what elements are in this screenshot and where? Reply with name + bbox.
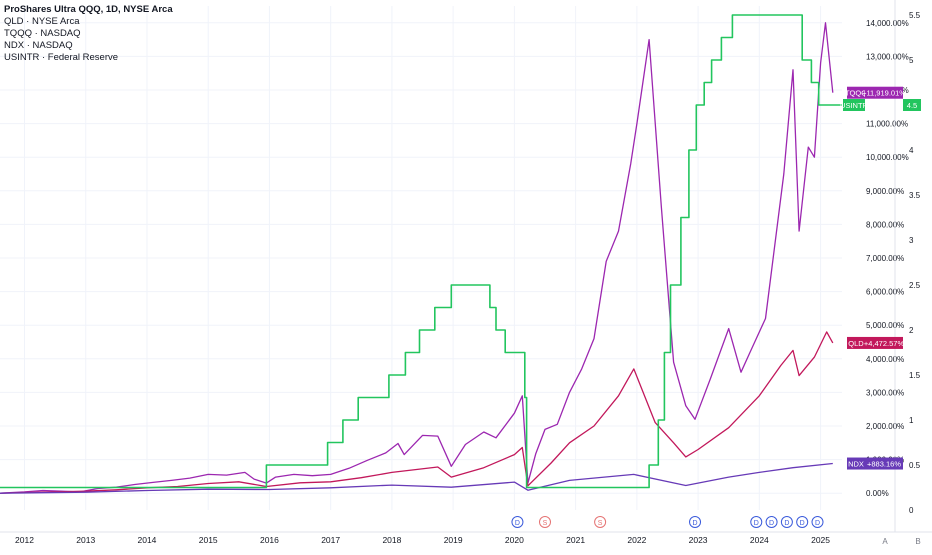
- series-name-tag: TQQQ: [845, 89, 867, 98]
- event-marker-label: D: [784, 520, 789, 527]
- event-marker-dividend: [689, 516, 702, 528]
- y-right-tick-label: 1.5: [909, 371, 921, 380]
- x-tick-label: 2023: [689, 535, 708, 545]
- legend-entry-ndx[interactable]: NDX · NASDAQ: [4, 40, 73, 51]
- x-tick-label: 2024: [750, 535, 769, 545]
- legend-entry-qld[interactable]: QLD · NYSE Arca: [4, 16, 80, 27]
- series-name-tag: QLD: [848, 339, 864, 348]
- series-line-usintr: [0, 14, 842, 489]
- x-tick-label: 2022: [627, 535, 646, 545]
- x-tick-label: 2012: [15, 535, 34, 545]
- y-left-tick-label: 11,000.00%: [866, 120, 908, 129]
- y-right-tick-label: 5.5: [909, 11, 921, 20]
- event-marker-dividend: [511, 516, 524, 528]
- event-marker-label: D: [769, 520, 774, 527]
- y-right-tick-label: 3.5: [909, 191, 921, 200]
- event-marker-label: D: [815, 520, 820, 527]
- event-marker-label: D: [754, 520, 759, 527]
- x-tick-label: 2021: [566, 535, 585, 545]
- y-right-tick-label: 0: [909, 506, 914, 515]
- event-marker-dividend: [750, 516, 763, 528]
- event-marker-split: [594, 516, 607, 528]
- event-marker-label: D: [515, 520, 520, 527]
- y-left-tick-label: 13,000.00%: [866, 52, 909, 61]
- y-right-tick-label: 5: [909, 56, 914, 65]
- legend-entry-tqqq[interactable]: TQQQ · NASDAQ: [4, 28, 81, 39]
- axis-log-button[interactable]: B: [915, 537, 920, 546]
- legend-entry-usintr[interactable]: USINTR · Federal Reserve: [4, 52, 119, 63]
- y-right-tick-label: 1: [909, 416, 914, 425]
- event-marker-label: S: [543, 520, 548, 527]
- series-line-tqqq: [0, 22, 834, 494]
- y-left-tick-label: 7,000.00%: [866, 254, 904, 263]
- y-right-tick-label: 2.5: [909, 281, 921, 290]
- x-tick-label: 2016: [260, 535, 279, 545]
- series-name-tag: NDX: [848, 460, 864, 469]
- last-value-label: 4.5: [907, 101, 917, 110]
- series-line-ndx: [0, 462, 833, 494]
- y-left-tick-label: 5,000.00%: [866, 321, 904, 330]
- last-value-tag-bg: [847, 336, 865, 349]
- event-marker-label: S: [598, 520, 603, 527]
- series-line-qld: [0, 331, 834, 494]
- x-tick-label: 2017: [321, 535, 340, 545]
- y-left-tick-label: 0.00%: [866, 489, 889, 498]
- y-left-tick-label: 6,000.00%: [866, 288, 904, 297]
- x-tick-label: 2013: [76, 535, 95, 545]
- y-left-tick-label: 10,000.00%: [866, 153, 909, 162]
- last-value-label: +883.16%: [867, 460, 901, 469]
- last-value-tag-bg: [865, 457, 903, 470]
- y-left-tick-label: 9,000.00%: [866, 187, 904, 196]
- y-right-tick-label: 4: [909, 146, 914, 155]
- series-name-tag: USINTR: [840, 101, 869, 110]
- last-value-tag-bg: [903, 99, 921, 111]
- last-value-tag-bg: [865, 336, 903, 349]
- last-value-tag-bg: [847, 457, 865, 470]
- x-tick-label: 2025: [811, 535, 830, 545]
- event-marker-dividend: [811, 516, 824, 528]
- event-marker-dividend: [796, 516, 809, 528]
- y-left-tick-label: 14,000.00%: [866, 19, 909, 28]
- event-marker-label: D: [693, 520, 698, 527]
- event-marker-label: D: [800, 520, 805, 527]
- x-tick-label: 2015: [199, 535, 218, 545]
- y-left-tick-label: 8,000.00%: [866, 220, 904, 229]
- last-value-label: +11,919.01%: [862, 89, 906, 98]
- y-right-tick-label: 3: [909, 236, 914, 245]
- last-value-label: +4,472.57%: [864, 339, 905, 348]
- axis-auto-button[interactable]: A: [882, 537, 888, 546]
- last-value-tag-bg: [843, 99, 865, 111]
- chart-title: ProShares Ultra QQQ, 1D, NYSE Arca: [4, 4, 173, 15]
- event-marker-dividend: [765, 516, 778, 528]
- event-marker-dividend: [780, 516, 793, 528]
- x-tick-label: 2014: [138, 535, 157, 545]
- event-marker-split: [539, 516, 552, 528]
- y-left-tick-label: 4,000.00%: [866, 355, 904, 364]
- legend: ProShares Ultra QQQ, 1D, NYSE Arca QLD ·…: [4, 4, 173, 64]
- y-left-tick-label: 3,000.00%: [866, 388, 904, 397]
- last-value-tag-bg: [865, 86, 903, 99]
- y-right-tick-label: 2: [909, 326, 914, 335]
- last-value-tag-bg: [847, 86, 865, 99]
- x-tick-label: 2020: [505, 535, 524, 545]
- x-tick-label: 2018: [382, 535, 401, 545]
- y-left-tick-label: 2,000.00%: [866, 422, 904, 431]
- x-tick-label: 2019: [444, 535, 463, 545]
- y-right-tick-label: 0.5: [909, 461, 921, 470]
